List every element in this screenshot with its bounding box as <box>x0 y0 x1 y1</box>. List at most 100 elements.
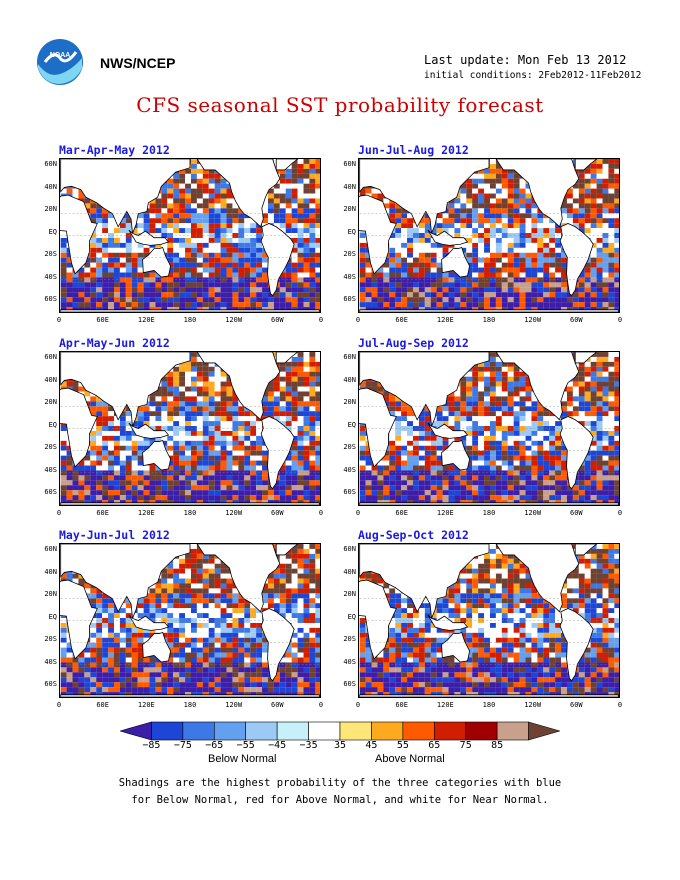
lat-tick-label: 60N <box>44 160 57 168</box>
land-greenland <box>275 159 299 171</box>
land-australia <box>441 440 471 471</box>
lat-tick-label: EQ <box>347 420 356 429</box>
colorbar-swatch <box>528 721 560 741</box>
land-africa <box>60 194 98 275</box>
land-africa <box>359 387 397 468</box>
colorbar-tick-label: −65 <box>205 740 224 751</box>
lat-tick-label: 20S <box>343 443 356 451</box>
colorbar-tick-label: 85 <box>491 740 504 751</box>
lat-tick-label: 60N <box>343 545 356 553</box>
lat-tick-label: 20S <box>44 635 57 643</box>
lat-tick-label: 20S <box>44 443 57 451</box>
panel-title: Mar-Apr-May 2012 <box>59 143 170 157</box>
note-line-1: Shadings are the highest probability of … <box>118 777 562 789</box>
land-antarctica-edge <box>60 502 320 505</box>
lat-tick-label: 20N <box>343 205 356 213</box>
lon-tick-label: 180 <box>183 701 197 709</box>
land-greenland <box>275 544 299 556</box>
org-name: NWS/NCEP <box>100 55 176 71</box>
land-south-america <box>260 416 295 490</box>
land-australia <box>441 632 471 663</box>
sst-probability-map <box>59 351 321 506</box>
lon-tick-label: 0 <box>617 316 623 324</box>
lon-tick-label: 0 <box>617 701 623 709</box>
lon-tick-label: 60W <box>570 509 583 517</box>
lon-tick-label: 120E <box>436 316 454 324</box>
land-indonesia <box>427 614 469 631</box>
page-title: CFS seasonal SST probability forecast <box>136 93 544 117</box>
land-antarctica-edge <box>359 694 619 697</box>
land-north-america <box>495 544 580 613</box>
sst-probability-map <box>59 543 321 698</box>
legend-note: Shadings are the highest probability of … <box>0 775 680 809</box>
lat-tick-label: 60S <box>343 680 356 688</box>
land-africa <box>359 194 397 275</box>
lon-tick-label: 120W <box>524 316 542 324</box>
lon-tick-label: 180 <box>482 509 496 517</box>
lat-tick-label: EQ <box>48 612 57 621</box>
colorbar-swatch <box>402 721 435 741</box>
lon-tick-label: 0 <box>56 316 62 324</box>
lon-tick-label: 0 <box>355 509 361 517</box>
colorbar-swatch <box>245 721 278 741</box>
lat-tick-label: 40N <box>343 567 356 576</box>
lon-tick-label: 60W <box>271 701 284 709</box>
land-north-america <box>495 159 580 228</box>
lon-tick-label: 120E <box>137 509 155 517</box>
land-antarctica-edge <box>359 309 619 312</box>
lon-tick-label: 120E <box>137 701 155 709</box>
colorbar-tick-label: −35 <box>299 740 318 751</box>
lat-tick-label: 60N <box>44 353 57 361</box>
land-north-america <box>196 544 281 613</box>
lat-tick-label: 40S <box>44 272 57 281</box>
colorbar-swatch <box>308 721 341 741</box>
land-south-america <box>559 223 594 297</box>
lon-tick-label: 0 <box>617 509 623 517</box>
lon-tick-label: 0 <box>56 701 62 709</box>
lon-tick-label: 0 <box>355 316 361 324</box>
lon-tick-label: 60E <box>395 316 408 324</box>
land-africa <box>60 387 98 468</box>
land-indonesia <box>427 422 469 439</box>
lat-tick-label: 20N <box>44 398 57 406</box>
last-update: Last update: Mon Feb 13 2012 <box>424 53 627 67</box>
land-greenland <box>574 352 598 364</box>
lat-tick-label: 20N <box>44 205 57 213</box>
colorbar-swatch <box>213 721 247 741</box>
colorbar-tick-label: 65 <box>428 740 441 751</box>
lat-tick-label: 60S <box>343 295 356 303</box>
lon-tick-label: 60E <box>96 701 109 709</box>
lon-tick-label: 60W <box>570 701 583 709</box>
lon-tick-label: 60E <box>395 509 408 517</box>
svg-text:NOAA: NOAA <box>50 52 71 59</box>
panel-title: Jun-Jul-Aug 2012 <box>358 143 469 157</box>
colorbar-swatch <box>120 721 152 741</box>
land-indonesia <box>427 229 469 246</box>
below-normal-label: Below Normal <box>208 753 277 765</box>
lat-tick-label: 60N <box>44 545 57 553</box>
lat-tick-label: 60S <box>343 488 356 496</box>
colorbar-tick-label: 55 <box>396 740 409 751</box>
panel-title: May-Jun-Jul 2012 <box>59 528 170 542</box>
lat-tick-label: 20N <box>343 398 356 406</box>
note-line-2: for Below Normal, red for Above Normal, … <box>131 794 549 806</box>
lat-tick-label: 20N <box>44 590 57 598</box>
sst-probability-map <box>358 158 620 313</box>
colorbar-swatch <box>496 721 529 741</box>
colorbar-swatch <box>371 721 404 741</box>
land-antarctica-edge <box>60 309 320 312</box>
lon-tick-label: 120E <box>436 509 454 517</box>
lat-tick-label: 20S <box>343 635 356 643</box>
lon-tick-label: 120W <box>524 701 542 709</box>
lon-tick-label: 180 <box>183 509 197 517</box>
lat-tick-label: 20S <box>44 250 57 258</box>
lat-tick-label: 40S <box>343 272 356 281</box>
colorbar <box>120 721 560 741</box>
land-africa <box>359 579 397 660</box>
lon-tick-label: 0 <box>355 701 361 709</box>
land-north-america <box>495 352 580 421</box>
lon-tick-label: 0 <box>318 701 324 709</box>
sst-probability-map <box>59 158 321 313</box>
lon-tick-label: 120W <box>225 509 243 517</box>
panel-title: Aug-Sep-Oct 2012 <box>358 528 469 542</box>
